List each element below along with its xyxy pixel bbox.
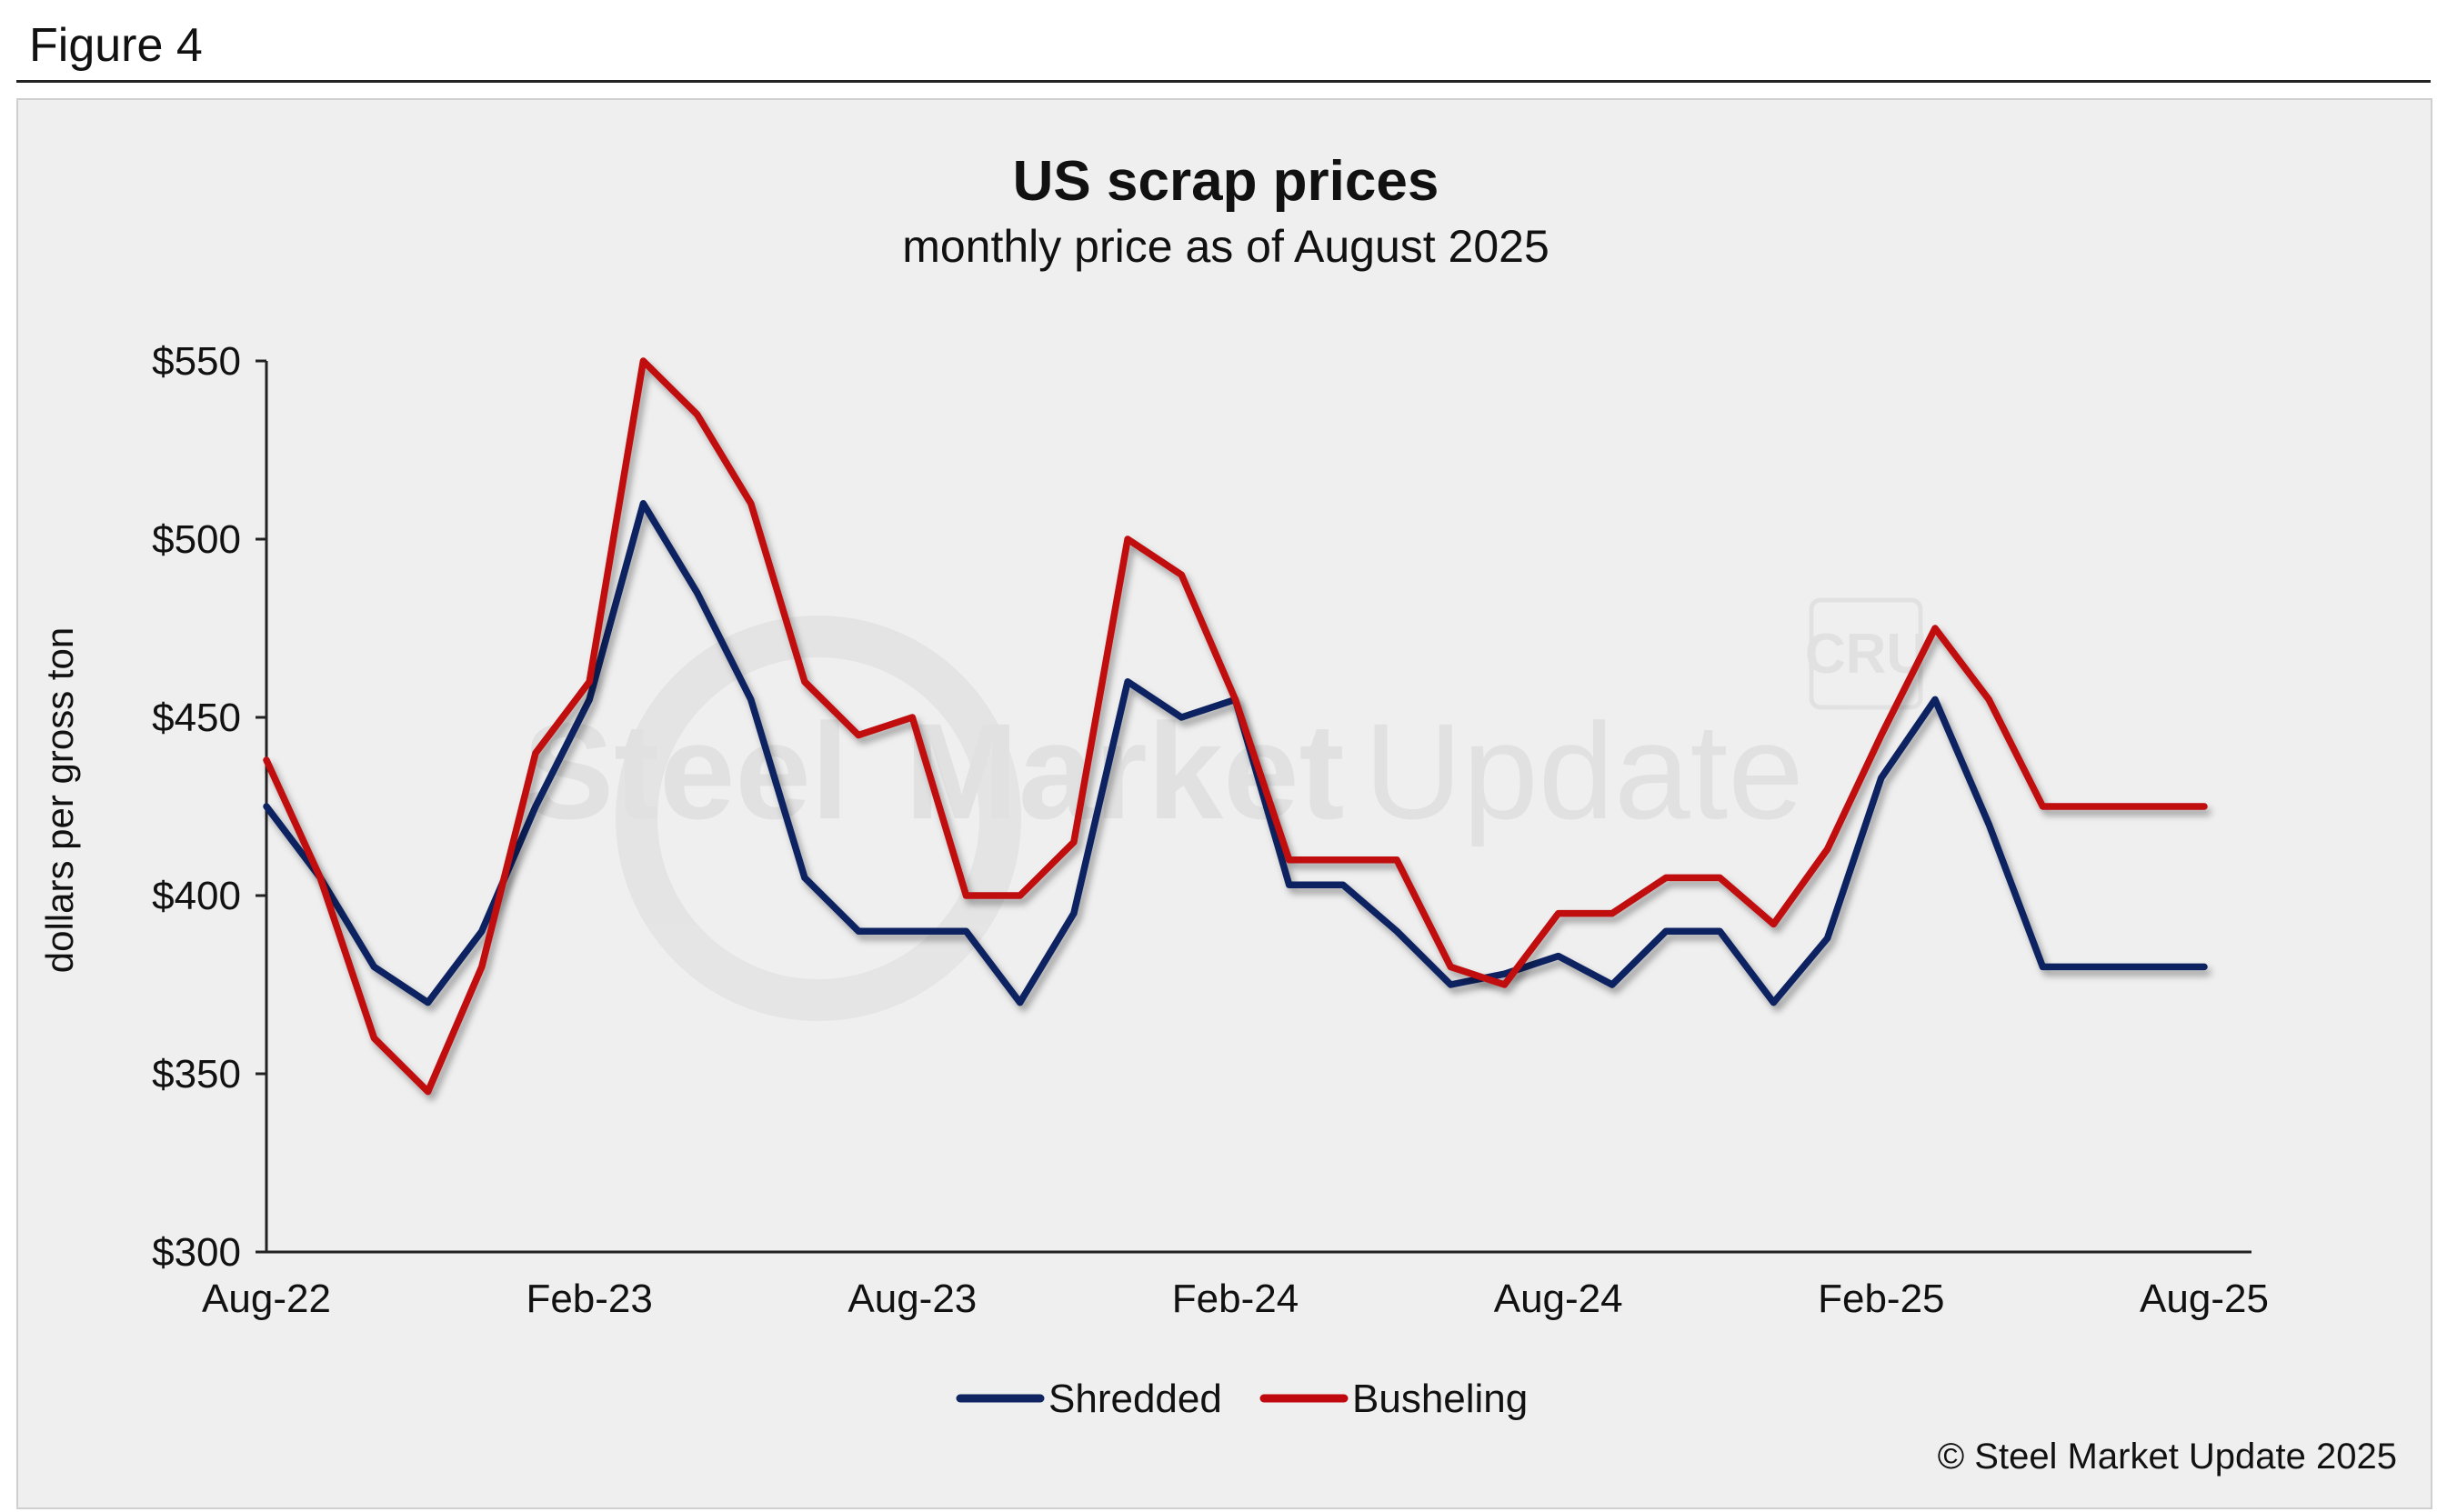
x-tick-label: Feb-24 xyxy=(1172,1277,1299,1321)
x-tick-label: Aug-22 xyxy=(202,1277,331,1321)
y-tick-label: $500 xyxy=(152,517,241,562)
x-tick-label: Feb-23 xyxy=(526,1277,652,1321)
y-tick-label: $550 xyxy=(152,339,241,384)
chart-subtitle: monthly price as of August 2025 xyxy=(902,221,1549,272)
series-line-busheling xyxy=(263,357,2208,1096)
chart-title: US scrap prices xyxy=(1013,150,1439,213)
watermark-swoosh-icon xyxy=(616,616,1021,1021)
watermark-word-update: Update xyxy=(1364,695,1804,847)
y-tick-label: $400 xyxy=(152,874,241,918)
series-layer xyxy=(263,357,2208,1096)
legend: Shredded Busheling xyxy=(956,1377,1528,1421)
x-tick-label: Aug-23 xyxy=(847,1277,977,1321)
figure-label: Figure 4 xyxy=(29,19,203,72)
y-tick-label: $300 xyxy=(152,1230,241,1275)
chart-panel: Steel Market Update CRU US scrap prices … xyxy=(16,98,2432,1509)
y-axis-label: dollars per gross ton xyxy=(38,627,81,974)
watermark-word-steel: Steel xyxy=(523,695,849,847)
legend-label-shredded: Shredded xyxy=(1048,1377,1222,1421)
x-tick-label: Aug-24 xyxy=(1494,1277,1623,1321)
x-tick-label: Feb-25 xyxy=(1818,1277,1944,1321)
watermark-logo-text: CRU xyxy=(1805,623,1927,686)
line-chart: Steel Market Update CRU US scrap prices … xyxy=(38,150,2397,1477)
legend-label-busheling: Busheling xyxy=(1352,1377,1528,1421)
figure-divider xyxy=(16,80,2431,83)
watermark: Steel Market Update CRU xyxy=(523,597,1927,1021)
axes: $300 $350 $400 $450 $500 $550 Aug-22 Feb-23 Aug-… xyxy=(152,339,2269,1321)
y-tick-label: $450 xyxy=(152,696,241,740)
copyright-credit: © Steel Market Update 2025 xyxy=(1938,1437,2397,1477)
x-tick-label: Aug-25 xyxy=(2140,1277,2269,1321)
y-tick-label: $350 xyxy=(152,1052,241,1096)
